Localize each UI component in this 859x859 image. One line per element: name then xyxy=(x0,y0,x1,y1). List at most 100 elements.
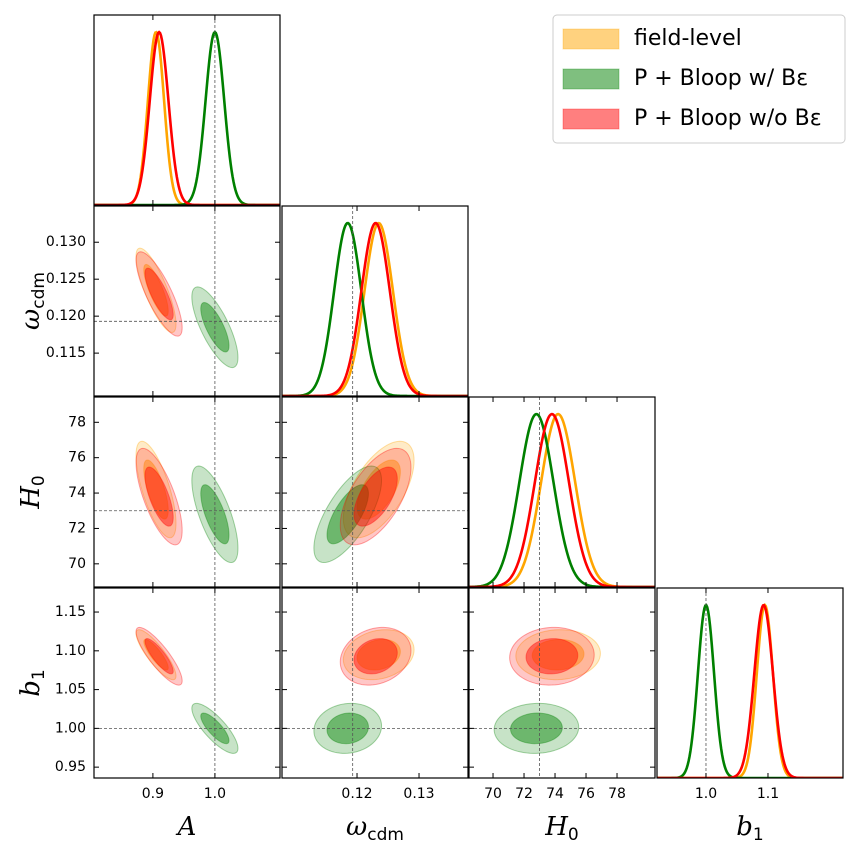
contour-2sigma xyxy=(135,251,183,337)
panel-body xyxy=(469,397,655,587)
panel-frame xyxy=(93,587,281,779)
contour-2sigma xyxy=(339,447,412,546)
panel-frame xyxy=(281,205,469,397)
panel-frame xyxy=(93,396,281,588)
density-curve xyxy=(94,30,280,205)
y-tick-label: 78 xyxy=(68,414,86,430)
axis-subscript: cdm xyxy=(367,825,404,845)
contour-2sigma xyxy=(339,626,412,686)
contour-1sigma xyxy=(531,638,585,671)
y-tick-label: 0.125 xyxy=(46,271,86,287)
legend-label: P + Bloop w/o Bε xyxy=(634,106,822,131)
axis-subscript: 1 xyxy=(753,825,764,845)
axis-subscript: 1 xyxy=(29,669,49,680)
y-tick-label: 1.15 xyxy=(55,604,86,620)
axis-label: b1 xyxy=(16,669,49,696)
panel: 78 76 74 72 70 xyxy=(68,396,281,588)
contour-1sigma xyxy=(143,638,169,671)
y-tick-label: 0.95 xyxy=(55,759,86,775)
y-tick-label: 0.120 xyxy=(46,308,86,324)
panel: 0.9 1.0 1.15 1.10 1.05 1.00 0.95 xyxy=(55,587,281,802)
contour-2sigma xyxy=(509,626,595,686)
panel-frame xyxy=(281,587,469,779)
y-tick-label: 72 xyxy=(68,520,86,536)
contour-2sigma xyxy=(342,629,415,681)
panel-body xyxy=(94,206,280,396)
panel-body xyxy=(282,206,468,396)
x-tick-label: 0.9 xyxy=(142,786,164,802)
panel-body xyxy=(657,588,843,778)
y-tick-label: 1.10 xyxy=(55,643,86,659)
panel xyxy=(468,396,656,588)
panel-frame xyxy=(93,14,281,206)
y-tick-label: 76 xyxy=(68,450,86,466)
axis-label: ωcdm xyxy=(16,272,49,330)
panel-body xyxy=(282,588,468,778)
x-tick-label: 70 xyxy=(484,786,502,802)
contour-2sigma xyxy=(135,447,183,546)
panel-frame xyxy=(93,205,281,397)
panel: 0.12 0.13 xyxy=(281,587,469,802)
axis-label: ωcdm xyxy=(346,812,404,845)
contour-1sigma xyxy=(326,484,369,545)
panel-body xyxy=(94,397,280,587)
legend: field-level P + Bloop w/ Bε P + Bloop w/o … xyxy=(552,14,846,144)
x-tick-label: 0.13 xyxy=(403,786,434,802)
legend-label: P + Bloop w/ Bε xyxy=(634,66,808,91)
axis-symbol: H xyxy=(16,485,46,510)
axis-subscript: 0 xyxy=(568,825,579,845)
axis-symbol: ω xyxy=(346,812,367,842)
contour-1sigma xyxy=(143,263,169,317)
panel-frame xyxy=(281,396,469,588)
panel-body xyxy=(94,15,280,205)
legend-swatch xyxy=(562,108,620,130)
panel xyxy=(281,396,469,588)
panel-frame xyxy=(468,587,656,779)
panel-frame xyxy=(468,396,656,588)
density-curve xyxy=(94,30,280,205)
panel-body xyxy=(469,588,655,778)
contour-2sigma xyxy=(135,629,177,681)
legend-swatch xyxy=(562,28,620,50)
x-tick-label: 72 xyxy=(515,786,533,802)
contour-1sigma xyxy=(353,638,398,675)
density-curve xyxy=(94,30,280,205)
legend-label: field-level xyxy=(634,26,742,51)
x-tick-label: 74 xyxy=(546,786,564,802)
contour-2sigma xyxy=(135,440,177,539)
axis-subscript: cdm xyxy=(29,272,49,309)
x-tick-label: 76 xyxy=(577,786,595,802)
axis-label: b1 xyxy=(736,812,763,845)
x-tick-label: 1.1 xyxy=(757,786,779,802)
contour-2sigma xyxy=(342,440,415,539)
x-tick-label: 78 xyxy=(608,786,626,802)
axis-symbol: A xyxy=(176,812,197,842)
density-curve xyxy=(282,221,468,396)
y-tick-label: 0.130 xyxy=(46,234,86,250)
density-curve xyxy=(469,412,655,587)
y-tick-label: 1.05 xyxy=(55,682,86,698)
panel xyxy=(281,205,469,397)
contour-1sigma xyxy=(356,459,401,520)
panel-body xyxy=(282,397,468,587)
contour-2sigma xyxy=(515,629,601,681)
legend-swatch xyxy=(562,68,620,90)
contour-1sigma xyxy=(356,638,401,671)
y-tick-label: 1.00 xyxy=(55,720,86,736)
axis-label: H0 xyxy=(16,475,49,510)
axis-symbol: b xyxy=(736,812,753,842)
panel: 70 72 74 76 78 xyxy=(468,587,656,802)
panel xyxy=(93,14,281,206)
x-tick-label: 0.12 xyxy=(341,786,372,802)
axis-subscript: 0 xyxy=(29,475,49,486)
density-curve xyxy=(469,412,655,587)
panel-body xyxy=(94,588,280,778)
contour-1sigma xyxy=(525,638,579,675)
axis-symbol: b xyxy=(16,680,46,697)
y-tick-label: 70 xyxy=(68,556,86,572)
axis-label: A xyxy=(176,812,197,842)
panel-frame xyxy=(656,587,844,779)
x-tick-label: 1.0 xyxy=(695,786,717,802)
density-curve xyxy=(657,603,843,778)
